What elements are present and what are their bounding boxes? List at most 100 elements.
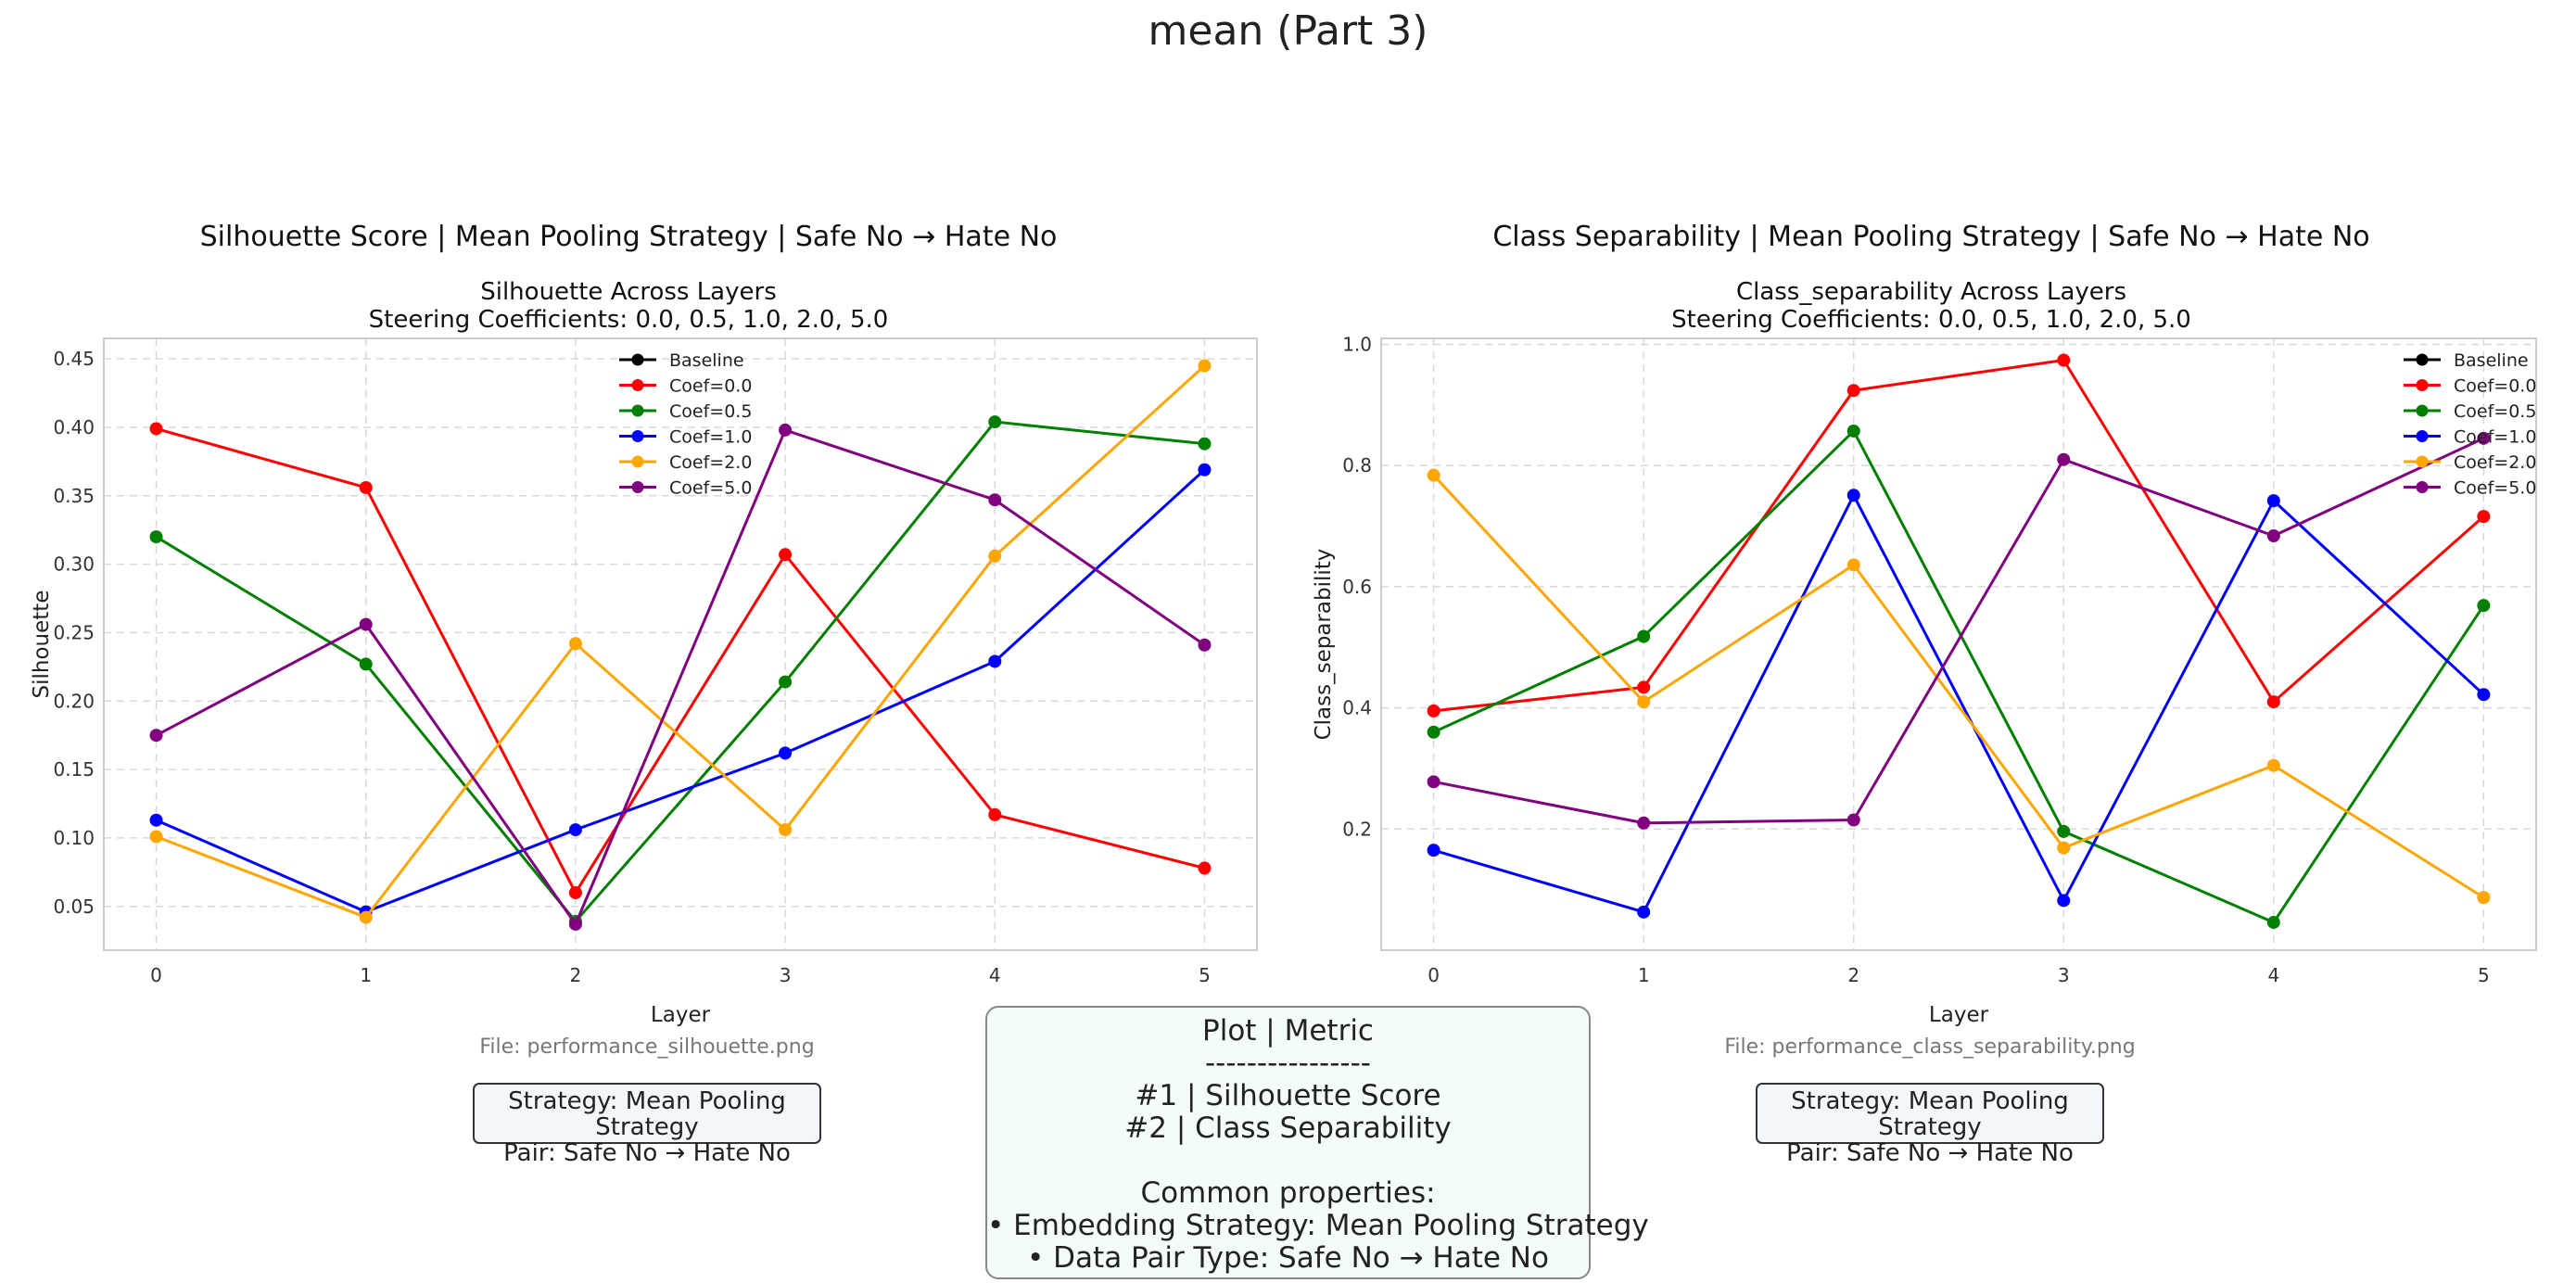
data-point [149,530,163,544]
y-tick-label: 0.05 [53,896,95,918]
y-tick-label: 0.30 [53,553,95,576]
legend-label: Coef=0.0 [2454,376,2536,397]
y-tick-label: 0.40 [53,416,95,438]
data-point [2477,891,2491,905]
data-point [1637,905,1651,919]
legend-marker [2416,353,2429,366]
figure-title: mean (Part 3) [1148,7,1428,55]
data-point [359,617,373,631]
data-point [988,493,1002,507]
data-point [1846,558,1860,572]
data-point [2266,494,2280,508]
x-tick-label: 1 [1638,964,1650,986]
info-box-class-separability: Strategy: Mean Pooling Strategy Pair: Sa… [1756,1083,2104,1166]
data-point [1637,695,1651,709]
x-tick-label: 5 [1199,964,1211,986]
y-tick-label: 0.20 [53,690,95,712]
data-point [2266,915,2280,929]
info-box-silhouette: Strategy: Mean Pooling Strategy Pair: Sa… [473,1083,821,1166]
data-point [1427,775,1440,789]
data-point [988,654,1002,668]
y-tick-label: 0.2 [1342,818,1372,840]
data-point [1198,437,1212,451]
data-point [1637,680,1651,694]
summary-prop-1: • Embedding Strategy: Mean Pooling Strat… [987,1209,1649,1242]
data-point [2477,688,2491,702]
y-tick-label: 0.10 [53,827,95,849]
file-label-class-separability: File: performance_class_separability.png [1724,1035,2136,1059]
data-point [988,549,1002,563]
data-point [1427,844,1440,857]
legend-label: Coef=2.0 [2454,452,2536,473]
data-point [2266,758,2280,772]
legend-label: Coef=5.0 [2454,478,2536,499]
class-separability-chart: 0 1 2 3 4 5 0.2 0.4 0.6 0.8 1.0 Layer Class_separabi… [1312,334,2537,1027]
y-tick-label: 0.8 [1342,454,1372,476]
series-line [1433,437,2484,825]
silhouette-chart: 0 1 2 3 4 5 0.05 0.10 0.15 0.20 0.25 0.30 0.35 0.40 0.… [30,337,1258,1027]
data-point [1427,468,1440,482]
data-point [1846,384,1860,398]
series-line [155,468,1206,914]
info-pair-class-separability: Pair: Safe No → Hate No [1786,1139,2074,1167]
subtitle-silhouette: Silhouette Across Layers [480,278,777,306]
data-point [1198,359,1212,373]
data-point [1427,725,1440,739]
y-tick-label: 0.15 [53,758,95,781]
series-line [155,428,1206,928]
x-tick-label: 3 [780,964,792,986]
legend-label: Coef=0.5 [2454,401,2536,422]
data-point [1427,704,1440,718]
x-axis-label: Layer [651,1003,711,1027]
data-point [2266,529,2280,543]
data-point [1198,861,1212,875]
legend-marker [631,481,644,493]
data-point [2057,824,2071,838]
legend-label: Coef=1.0 [2454,427,2536,448]
x-tick-label: 2 [1847,964,1859,986]
y-axis-label: Class_separability [1312,549,1336,741]
data-point [779,423,793,437]
legend-marker [631,379,644,391]
data-point [1846,813,1860,827]
y-tick-label: 1.0 [1342,334,1372,356]
data-point [149,830,163,844]
x-axis-label: Layer [1929,1003,1989,1027]
data-point [1198,463,1212,476]
series-line [1433,491,2485,914]
data-point [359,910,373,924]
info-strategy-class-separability: Strategy: Mean Pooling Strategy [1791,1087,2069,1141]
series-line [1433,428,2485,924]
legend-label: Coef=1.0 [669,427,752,448]
data-point [2057,353,2071,367]
legend-label: Baseline [669,350,744,371]
summary-common: Common properties: [1140,1176,1436,1210]
series-line [1432,474,2485,899]
data-point [2057,894,2071,908]
data-point [2266,695,2280,709]
data-point [149,422,163,436]
info-strategy-silhouette: Strategy: Mean Pooling Strategy [508,1087,786,1141]
x-tick-label: 3 [2058,964,2070,986]
subtitle-class-separability: Class_separability Across Layers [1735,278,2127,306]
legend-marker [2416,379,2429,391]
legend-marker [631,404,644,417]
data-point [779,823,793,837]
summary-row-2: #2 | Class Separability [1124,1112,1452,1145]
data-point [1637,629,1651,643]
data-point [568,917,582,931]
series-line [1433,358,2485,713]
y-tick-label: 0.4 [1342,697,1372,719]
y-tick-label: 0.45 [53,348,95,370]
y-tick-label: 0.35 [53,485,95,507]
plot-frame [103,337,1258,951]
file-label-silhouette: File: performance_silhouette.png [479,1035,815,1059]
data-point [779,548,793,562]
legend-label: Coef=2.0 [669,452,752,473]
series-line [156,364,1206,920]
summary-title: Plot | Metric [1202,1014,1374,1048]
x-tick-label: 0 [150,964,162,986]
x-tick-label: 2 [570,964,582,986]
series-line [156,427,1205,896]
